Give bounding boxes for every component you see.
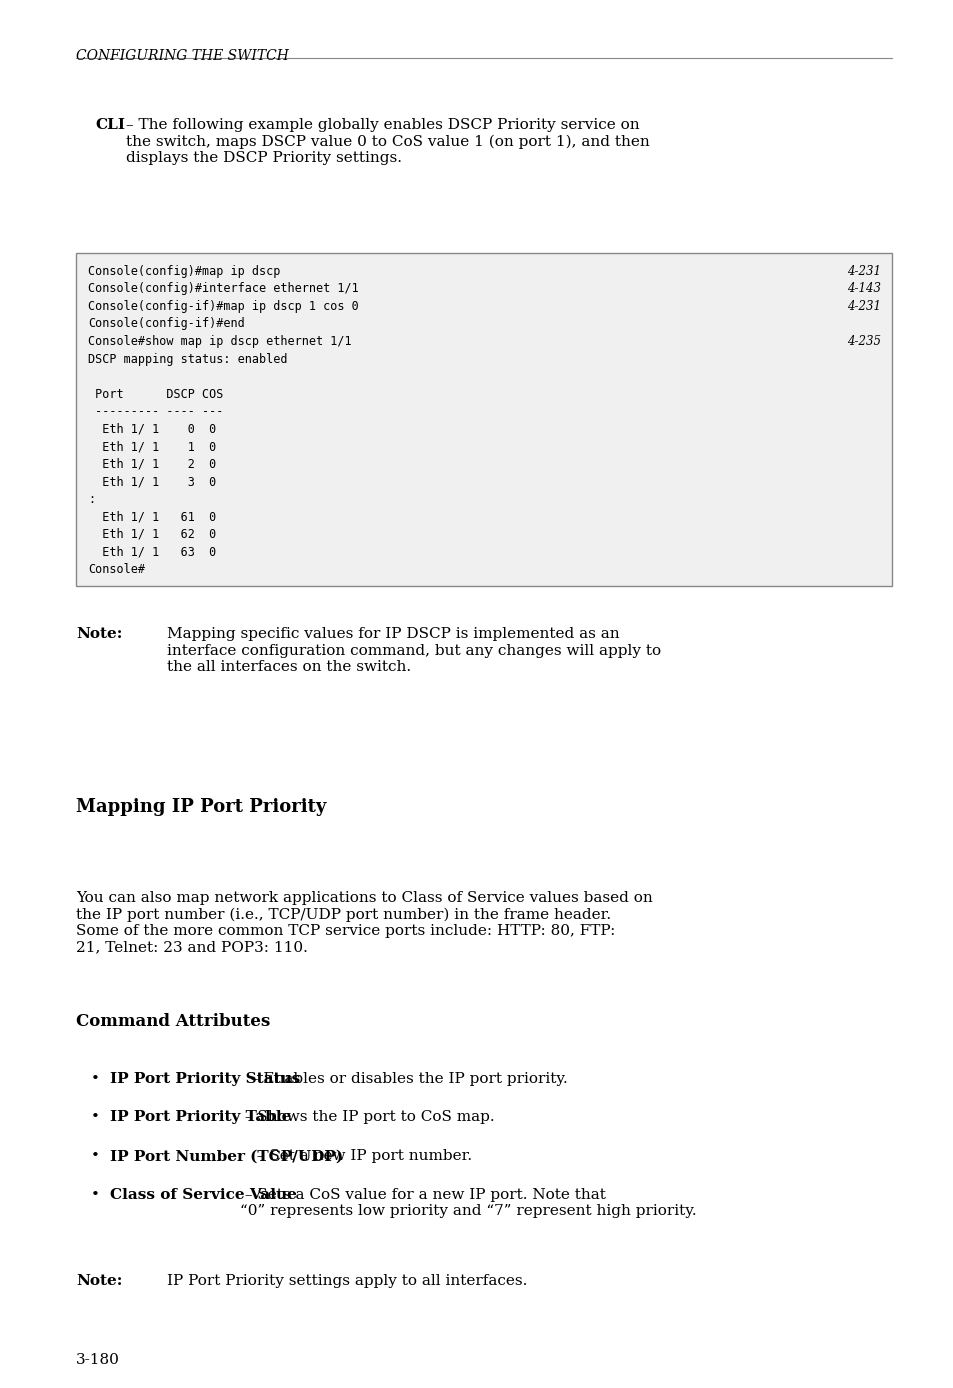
Text: DSCP mapping status: enabled: DSCP mapping status: enabled [88,353,287,365]
Text: CONFIGURING THE SWITCH: CONFIGURING THE SWITCH [76,49,289,62]
Text: – Shows the IP port to CoS map.: – Shows the IP port to CoS map. [239,1110,494,1124]
Text: 4-231: 4-231 [845,265,880,278]
Text: IP Port Number (TCP/UDP): IP Port Number (TCP/UDP) [110,1149,342,1163]
Text: – Enables or disables the IP port priority.: – Enables or disables the IP port priori… [246,1072,567,1085]
Text: Console(config)#interface ethernet 1/1: Console(config)#interface ethernet 1/1 [88,282,358,296]
Text: – Sets a CoS value for a new IP port. Note that
“0” represents low priority and : – Sets a CoS value for a new IP port. No… [239,1188,696,1219]
Text: Eth 1/ 1    1  0: Eth 1/ 1 1 0 [88,440,215,454]
Text: Command Attributes: Command Attributes [76,1013,271,1030]
Text: 4-143: 4-143 [845,282,880,296]
Text: 4-231: 4-231 [845,300,880,312]
Text: •: • [91,1072,99,1085]
Text: •: • [91,1149,99,1163]
Text: •: • [91,1110,99,1124]
Text: Note:: Note: [76,627,123,641]
Text: Eth 1/ 1   62  0: Eth 1/ 1 62 0 [88,527,215,541]
Text: Eth 1/ 1    0  0: Eth 1/ 1 0 0 [88,423,215,436]
Text: Console(config)#map ip dscp: Console(config)#map ip dscp [88,265,280,278]
Text: Port      DSCP COS: Port DSCP COS [88,387,223,401]
Text: Eth 1/ 1    2  0: Eth 1/ 1 2 0 [88,458,215,471]
Text: CLI: CLI [95,118,125,132]
Text: Eth 1/ 1   63  0: Eth 1/ 1 63 0 [88,545,215,558]
Text: 3-180: 3-180 [76,1353,120,1367]
Text: Console#: Console# [88,564,145,576]
Text: – The following example globally enables DSCP Priority service on
the switch, ma: – The following example globally enables… [126,118,649,165]
Text: You can also map network applications to Class of Service values based on
the IP: You can also map network applications to… [76,891,653,954]
Text: •: • [91,1188,99,1202]
Text: IP Port Priority Table: IP Port Priority Table [110,1110,291,1124]
Text: Console(config-if)#end: Console(config-if)#end [88,318,244,330]
Text: --------- ---- ---: --------- ---- --- [88,405,223,418]
Text: :: : [88,493,94,505]
Text: Note:: Note: [76,1274,123,1288]
Text: 4-235: 4-235 [845,335,880,348]
Text: Class of Service Value: Class of Service Value [110,1188,296,1202]
Text: Eth 1/ 1   61  0: Eth 1/ 1 61 0 [88,511,215,523]
Text: Console#show map ip dscp ethernet 1/1: Console#show map ip dscp ethernet 1/1 [88,335,351,348]
Text: Console(config-if)#map ip dscp 1 cos 0: Console(config-if)#map ip dscp 1 cos 0 [88,300,358,312]
Text: Mapping specific values for IP DSCP is implemented as an
interface configuration: Mapping specific values for IP DSCP is i… [167,627,660,673]
Text: IP Port Priority settings apply to all interfaces.: IP Port Priority settings apply to all i… [167,1274,527,1288]
Text: Mapping IP Port Priority: Mapping IP Port Priority [76,798,326,816]
FancyBboxPatch shape [76,253,891,586]
Text: Eth 1/ 1    3  0: Eth 1/ 1 3 0 [88,475,215,489]
Text: – Set a new IP port number.: – Set a new IP port number. [252,1149,472,1163]
Text: IP Port Priority Status: IP Port Priority Status [110,1072,299,1085]
